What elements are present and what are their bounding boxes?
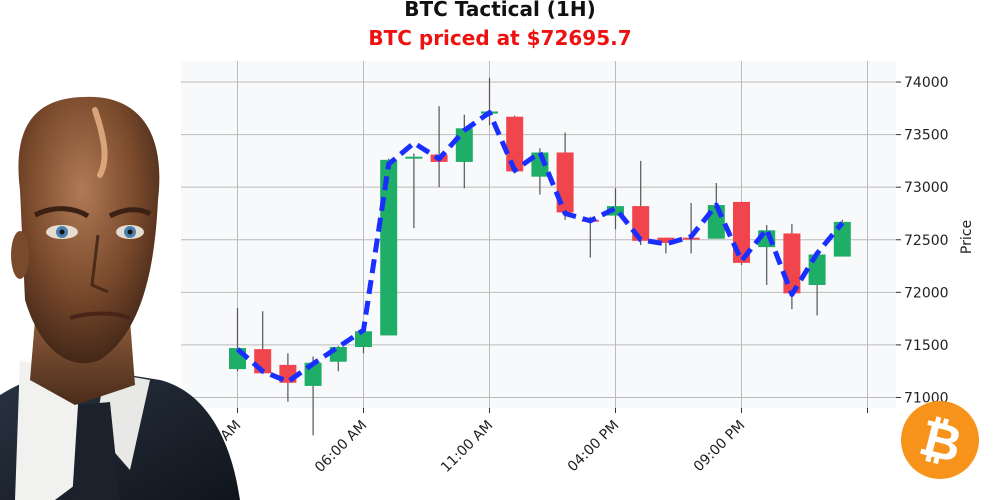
x-tick-label: 06:00 AM bbox=[312, 418, 370, 476]
candle-up bbox=[455, 128, 473, 162]
candle-down bbox=[657, 237, 675, 243]
candle-up bbox=[355, 331, 372, 348]
candle-down bbox=[506, 116, 524, 172]
y-tick-label: 72500 bbox=[904, 233, 949, 249]
candle-up bbox=[405, 156, 423, 159]
y-tick-label: 73000 bbox=[904, 180, 949, 196]
y-axis-label: Price bbox=[959, 220, 975, 254]
bitcoin-logo-icon: ₿ bbox=[901, 401, 979, 479]
candle-up bbox=[833, 221, 851, 257]
candle-up bbox=[380, 159, 398, 336]
chart-subtitle: BTC priced at $72695.7 bbox=[368, 26, 632, 50]
chart-title: BTC Tactical (1H) bbox=[404, 0, 596, 21]
y-tick-label: 73500 bbox=[904, 128, 949, 144]
y-tick-label: 74000 bbox=[904, 75, 949, 91]
plot-area bbox=[181, 61, 896, 408]
y-tick-label: 72000 bbox=[904, 285, 949, 301]
x-tick-label: 09:00 PM bbox=[691, 418, 749, 476]
x-tick-label: 11:00 AM bbox=[438, 418, 496, 476]
x-tick-label: 04:00 PM bbox=[565, 418, 623, 476]
y-tick-label: 71500 bbox=[904, 338, 949, 354]
businessman-portrait bbox=[0, 96, 240, 500]
